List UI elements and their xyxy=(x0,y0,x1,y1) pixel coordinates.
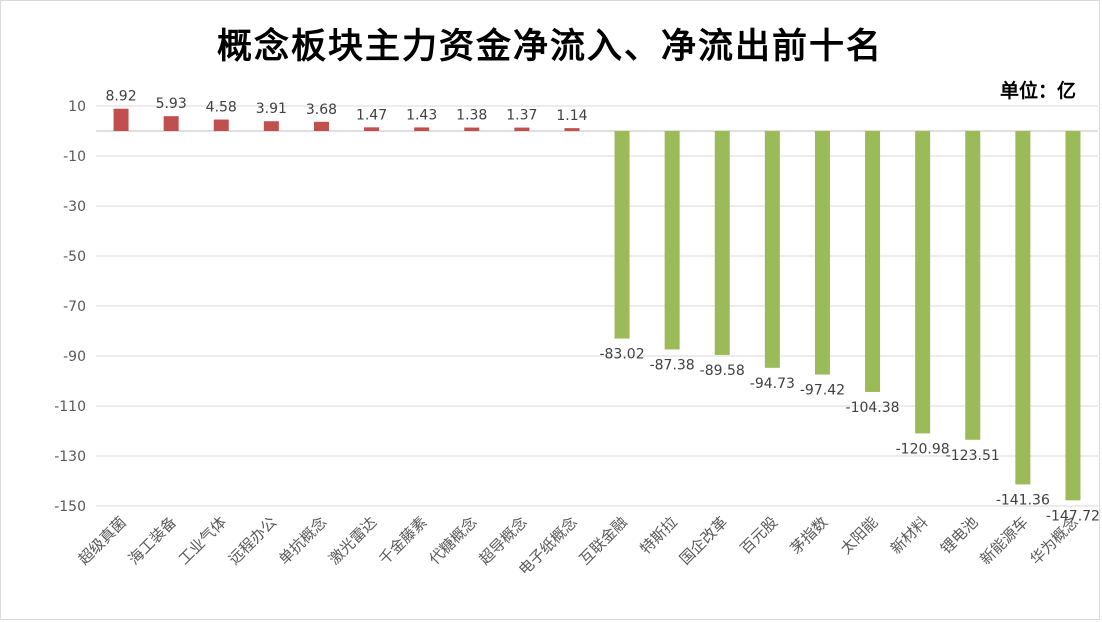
data-label: -83.02 xyxy=(599,347,644,363)
category-label: 太阳能 xyxy=(837,513,882,558)
data-label: -120.98 xyxy=(896,441,950,457)
bar xyxy=(915,131,931,434)
bar xyxy=(564,128,580,131)
chart-title: 概念板块主力资金净流入、净流出前十名 xyxy=(216,27,883,67)
unit-label: 单位：亿 xyxy=(999,80,1076,102)
data-label: -97.42 xyxy=(800,383,845,399)
data-label: 8.92 xyxy=(105,89,136,105)
data-label: 1.47 xyxy=(356,107,387,123)
bar xyxy=(814,131,830,375)
data-label: -147.72 xyxy=(1046,508,1100,524)
bar xyxy=(664,131,680,350)
bar xyxy=(163,116,179,131)
bar xyxy=(1015,131,1031,485)
data-label: 4.58 xyxy=(206,100,237,116)
data-label: 1.38 xyxy=(456,108,487,124)
data-labels: 8.92 5.93 4.58 3.91 3.68 1.47 1.43 1.38 1.37 1.14… xyxy=(105,89,1100,525)
category-labels: 超级真菌海工装备工业气体远程办公单抗概念激光雷达千金藤素代糖概念超导概念电子纸概… xyxy=(75,513,1082,579)
data-label: -89.58 xyxy=(700,363,745,379)
bar xyxy=(1065,131,1081,501)
data-label: -104.38 xyxy=(846,400,900,416)
y-tick-label: -50 xyxy=(63,249,86,265)
data-label: -141.36 xyxy=(996,492,1050,508)
category-label: 新能源车 xyxy=(977,513,1032,568)
data-label: 3.68 xyxy=(306,102,337,118)
y-tick-label: -10 xyxy=(63,149,86,165)
bar xyxy=(865,131,881,392)
bar xyxy=(364,127,380,131)
y-tick-label: -130 xyxy=(54,449,86,465)
y-tick-label: -70 xyxy=(63,299,86,315)
bar xyxy=(313,121,329,131)
bar xyxy=(514,127,530,131)
bar xyxy=(614,131,630,339)
y-tick-label: -30 xyxy=(63,199,86,215)
data-label: 5.93 xyxy=(156,96,187,112)
category-label: 激光雷达 xyxy=(325,513,380,568)
category-label: 新材料 xyxy=(887,513,932,558)
category-label: 海工装备 xyxy=(125,513,180,568)
bar xyxy=(113,108,129,131)
bar xyxy=(764,131,780,368)
bar xyxy=(213,119,229,131)
category-label: 互联金融 xyxy=(576,513,631,568)
data-label: 1.37 xyxy=(506,108,537,124)
category-label: 千金藤素 xyxy=(375,513,430,568)
bar xyxy=(464,127,480,131)
category-label: 特斯拉 xyxy=(636,513,681,558)
category-label: 茅指数 xyxy=(787,513,832,558)
data-label: -123.51 xyxy=(946,448,1000,464)
y-axis-ticks: 10 -10 -30 -50 -70 -90 -110 -130 -150 xyxy=(54,99,86,515)
data-label: 1.14 xyxy=(556,108,587,124)
category-label: 锂电池 xyxy=(937,513,982,558)
category-label: 工业气体 xyxy=(175,513,230,568)
data-label: -87.38 xyxy=(650,357,695,373)
y-tick-label: -110 xyxy=(54,399,86,415)
category-label: 代糖概念 xyxy=(425,513,480,568)
data-label: 3.91 xyxy=(256,101,287,117)
bars xyxy=(113,108,1081,501)
y-tick-label: -150 xyxy=(54,499,86,515)
bar xyxy=(714,131,730,355)
category-label: 超级真菌 xyxy=(75,513,130,568)
category-label: 单抗概念 xyxy=(275,513,330,568)
data-label: 1.43 xyxy=(406,107,437,123)
gridlines xyxy=(96,105,1098,507)
bar xyxy=(414,127,430,131)
bar xyxy=(263,121,279,131)
y-tick-label: -90 xyxy=(63,349,86,365)
category-label: 远程办公 xyxy=(225,513,280,568)
data-label: -94.73 xyxy=(750,376,795,392)
category-label: 百元股 xyxy=(737,513,782,558)
category-label: 国企改革 xyxy=(676,513,731,568)
bar xyxy=(965,131,981,440)
y-tick-label: 10 xyxy=(68,99,86,115)
